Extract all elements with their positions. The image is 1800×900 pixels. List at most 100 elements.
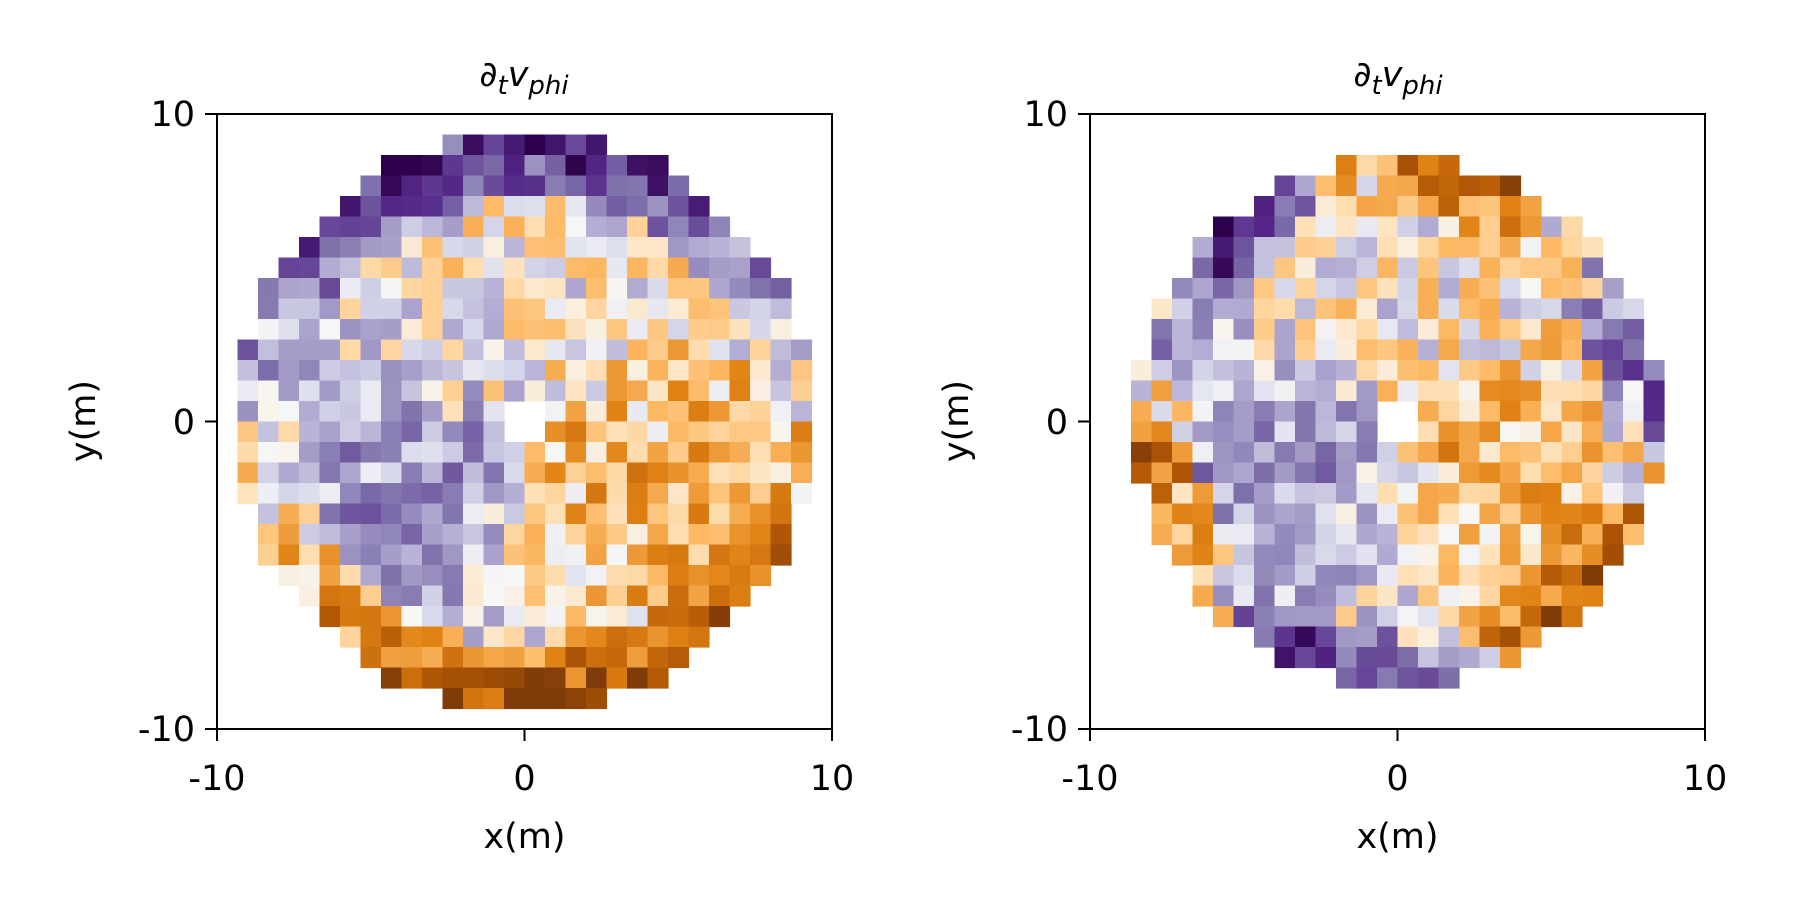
heatmap-cell bbox=[1541, 380, 1563, 402]
heatmap-cell bbox=[1233, 257, 1255, 279]
heatmap-cell bbox=[1192, 544, 1214, 566]
heatmap-cell bbox=[319, 503, 341, 525]
heatmap-cell bbox=[627, 606, 649, 628]
heatmap-cell bbox=[565, 667, 587, 689]
heatmap-cell bbox=[483, 134, 505, 156]
heatmap-cell bbox=[1541, 257, 1563, 279]
heatmap-cell bbox=[442, 647, 464, 669]
heatmap-cell bbox=[1520, 421, 1542, 443]
heatmap-cell bbox=[565, 237, 587, 259]
heatmap-cell bbox=[1520, 503, 1542, 525]
heatmap-cell bbox=[340, 442, 362, 464]
heatmap-cell bbox=[729, 278, 751, 300]
heatmap-cell bbox=[545, 175, 567, 197]
heatmap-cell bbox=[237, 401, 259, 423]
heatmap-cell bbox=[1233, 278, 1255, 300]
heatmap-cell bbox=[647, 626, 669, 648]
heatmap-cell bbox=[1356, 585, 1378, 607]
heatmap-cell bbox=[524, 175, 546, 197]
heatmap-cell bbox=[463, 380, 485, 402]
heatmap-cell bbox=[1254, 483, 1276, 505]
heatmap-cell bbox=[565, 196, 587, 218]
heatmap-cell bbox=[647, 298, 669, 320]
heatmap-cell bbox=[688, 360, 710, 382]
heatmap-cell bbox=[565, 585, 587, 607]
heatmap-cell bbox=[1377, 462, 1399, 484]
heatmap-cell bbox=[668, 483, 690, 505]
heatmap-cell bbox=[688, 565, 710, 587]
heatmap-cell bbox=[1643, 421, 1665, 443]
heatmap-cell bbox=[1315, 544, 1337, 566]
heatmap-cell bbox=[422, 606, 444, 628]
heatmap-cell bbox=[1315, 380, 1337, 402]
heatmap-cell bbox=[606, 298, 628, 320]
heatmap-cell bbox=[1336, 319, 1358, 341]
heatmap-cell bbox=[1418, 380, 1440, 402]
heatmap-cell bbox=[360, 503, 382, 525]
heatmap-cell bbox=[1602, 278, 1624, 300]
heatmap-cell bbox=[791, 380, 813, 402]
heatmap-cell bbox=[278, 278, 300, 300]
heatmap-cell bbox=[299, 503, 321, 525]
heatmap-cell bbox=[1541, 421, 1563, 443]
heatmap-cell bbox=[1438, 237, 1460, 259]
heatmap-cell bbox=[688, 339, 710, 361]
heatmap-cell bbox=[1520, 565, 1542, 587]
heatmap-cell bbox=[1500, 585, 1522, 607]
heatmap-cell bbox=[606, 196, 628, 218]
heatmap-cell bbox=[483, 585, 505, 607]
heatmap-cell bbox=[606, 257, 628, 279]
heatmap-cell bbox=[565, 503, 587, 525]
heatmap-cell bbox=[647, 360, 669, 382]
heatmap-cell bbox=[1172, 319, 1194, 341]
heatmap-cell bbox=[1192, 237, 1214, 259]
heatmap-cell bbox=[381, 585, 403, 607]
heatmap-cell bbox=[627, 647, 649, 669]
heatmap-cell bbox=[442, 319, 464, 341]
heatmap-cell bbox=[299, 442, 321, 464]
heatmap-cell bbox=[401, 155, 423, 177]
heatmap-cell bbox=[1500, 196, 1522, 218]
heatmap-cell bbox=[647, 483, 669, 505]
heatmap-cell bbox=[381, 380, 403, 402]
heatmap-cell bbox=[586, 237, 608, 259]
heatmap-cell bbox=[1561, 278, 1583, 300]
heatmap-cell bbox=[258, 319, 280, 341]
heatmap-cell bbox=[1582, 237, 1604, 259]
heatmap-cell bbox=[1561, 319, 1583, 341]
heatmap-cell bbox=[565, 647, 587, 669]
heatmap-cell bbox=[1500, 606, 1522, 628]
heatmap-cell bbox=[647, 175, 669, 197]
heatmap-cell bbox=[483, 688, 505, 710]
heatmap-cell bbox=[565, 298, 587, 320]
heatmap-cell bbox=[1254, 503, 1276, 525]
heatmap-cell bbox=[504, 134, 526, 156]
heatmap-cell bbox=[1438, 339, 1460, 361]
heatmap-cell bbox=[647, 155, 669, 177]
heatmap-cell bbox=[299, 565, 321, 587]
heatmap-cell bbox=[1213, 216, 1235, 238]
heatmap-cell bbox=[1233, 319, 1255, 341]
heatmap-cell bbox=[586, 688, 608, 710]
heatmap-cell bbox=[545, 585, 567, 607]
heatmap-cell bbox=[545, 503, 567, 525]
heatmap-cell bbox=[729, 565, 751, 587]
heatmap-cell bbox=[401, 216, 423, 238]
heatmap-cell bbox=[1459, 585, 1481, 607]
heatmap-cell bbox=[524, 134, 546, 156]
heatmap-cell bbox=[668, 626, 690, 648]
heatmap-cell bbox=[1131, 360, 1153, 382]
heatmap-cell bbox=[1233, 380, 1255, 402]
heatmap-cell bbox=[442, 401, 464, 423]
heatmap-cell bbox=[1192, 565, 1214, 587]
heatmap-cell bbox=[1500, 175, 1522, 197]
heatmap-cell bbox=[401, 339, 423, 361]
heatmap-cell bbox=[545, 298, 567, 320]
heatmap-cell bbox=[340, 524, 362, 546]
heatmap-cell bbox=[586, 319, 608, 341]
heatmap-cell bbox=[360, 626, 382, 648]
heatmap-cell bbox=[1356, 483, 1378, 505]
heatmap-cell bbox=[791, 401, 813, 423]
heatmap-cell bbox=[442, 257, 464, 279]
